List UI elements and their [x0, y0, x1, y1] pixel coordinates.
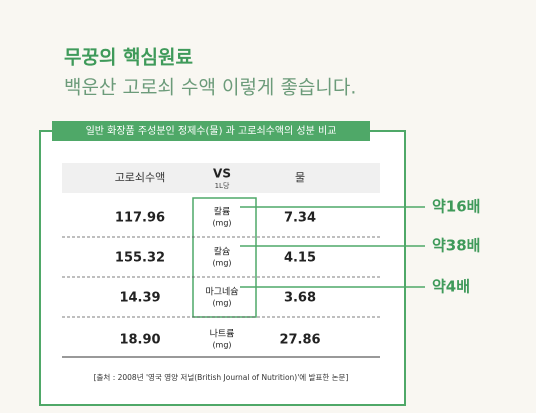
- left-value: 18.90: [119, 333, 160, 348]
- left-value: 117.96: [115, 211, 165, 226]
- nutrient-unit: (mg): [212, 299, 231, 308]
- col-right: 물: [295, 171, 305, 184]
- callout: 약4배: [432, 278, 470, 296]
- nutrient-name: 마그네슘: [205, 287, 238, 298]
- col-middle: VS: [213, 167, 231, 181]
- right-value: 4.15: [284, 251, 316, 266]
- left-value: 14.39: [119, 291, 160, 306]
- nutrient-name: 칼슘: [214, 247, 231, 258]
- header-row: [62, 163, 380, 193]
- source: [출처 : 2008년 '영국 영양 저널(British Journal of…: [94, 372, 349, 382]
- nutrient-unit: (mg): [212, 219, 231, 228]
- subtitle: 백운산 고로쇠 수액 이렇게 좋습니다.: [64, 77, 356, 99]
- caption: 일반 화장품 주성분인 정제수(물) 과 고로쇠수액의 성분 비교: [86, 125, 337, 137]
- callout: 약16배: [432, 198, 480, 216]
- left-value: 155.32: [115, 251, 165, 266]
- col-left: 고로쇠수액: [115, 171, 166, 184]
- col-middle-sub: 1L당: [215, 181, 230, 190]
- nutrient-unit: (mg): [212, 259, 231, 268]
- callout: 약38배: [432, 237, 480, 255]
- caption-bar: [52, 121, 370, 141]
- nutrient-name: 칼륨: [214, 207, 231, 218]
- right-value: 3.68: [284, 291, 316, 306]
- nutrient-name: 나트륨: [210, 329, 235, 340]
- nutrient-unit: (mg): [212, 341, 231, 350]
- title: 무꿍의 핵심원료: [64, 47, 193, 69]
- right-value: 7.34: [284, 211, 316, 226]
- right-value: 27.86: [279, 333, 320, 348]
